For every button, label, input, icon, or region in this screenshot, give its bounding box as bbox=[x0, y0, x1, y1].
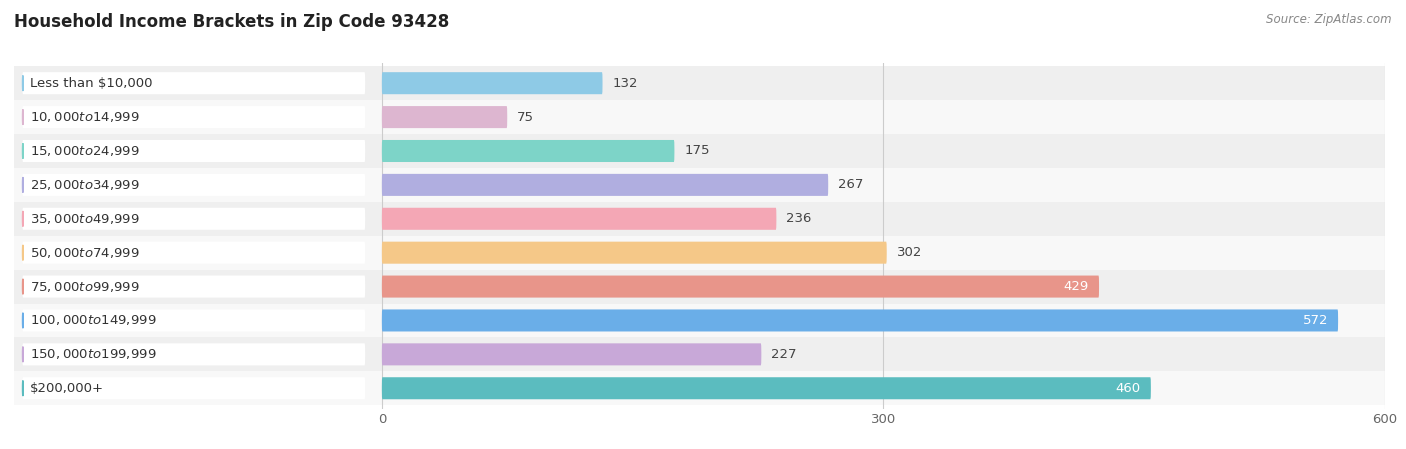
Bar bbox=[14, 168, 1385, 202]
FancyBboxPatch shape bbox=[382, 140, 675, 162]
FancyBboxPatch shape bbox=[22, 309, 366, 331]
Text: Source: ZipAtlas.com: Source: ZipAtlas.com bbox=[1267, 13, 1392, 26]
FancyBboxPatch shape bbox=[382, 343, 761, 365]
Text: 460: 460 bbox=[1116, 382, 1140, 395]
Bar bbox=[14, 304, 1385, 337]
Text: $100,000 to $149,999: $100,000 to $149,999 bbox=[30, 313, 156, 327]
FancyBboxPatch shape bbox=[382, 309, 1339, 331]
Bar bbox=[14, 236, 1385, 269]
FancyBboxPatch shape bbox=[22, 140, 366, 162]
Text: $10,000 to $14,999: $10,000 to $14,999 bbox=[30, 110, 139, 124]
FancyBboxPatch shape bbox=[22, 174, 366, 196]
FancyBboxPatch shape bbox=[382, 276, 1099, 298]
Text: 572: 572 bbox=[1302, 314, 1329, 327]
FancyBboxPatch shape bbox=[382, 174, 828, 196]
Bar bbox=[14, 371, 1385, 405]
FancyBboxPatch shape bbox=[22, 343, 366, 365]
FancyBboxPatch shape bbox=[382, 72, 603, 94]
FancyBboxPatch shape bbox=[22, 377, 366, 399]
Text: $200,000+: $200,000+ bbox=[30, 382, 104, 395]
Bar bbox=[14, 66, 1385, 100]
Bar bbox=[14, 100, 1385, 134]
Text: 132: 132 bbox=[613, 77, 638, 90]
FancyBboxPatch shape bbox=[22, 276, 366, 298]
FancyBboxPatch shape bbox=[382, 208, 776, 230]
FancyBboxPatch shape bbox=[22, 72, 366, 94]
Bar bbox=[14, 337, 1385, 371]
Text: 267: 267 bbox=[838, 178, 863, 191]
Text: 175: 175 bbox=[685, 145, 710, 158]
Text: Less than $10,000: Less than $10,000 bbox=[30, 77, 152, 90]
FancyBboxPatch shape bbox=[382, 106, 508, 128]
FancyBboxPatch shape bbox=[382, 242, 887, 264]
Text: 227: 227 bbox=[772, 348, 797, 361]
Text: $35,000 to $49,999: $35,000 to $49,999 bbox=[30, 212, 139, 226]
Text: $75,000 to $99,999: $75,000 to $99,999 bbox=[30, 280, 139, 294]
Bar bbox=[14, 269, 1385, 304]
Bar bbox=[14, 134, 1385, 168]
Text: 429: 429 bbox=[1064, 280, 1090, 293]
Text: $25,000 to $34,999: $25,000 to $34,999 bbox=[30, 178, 139, 192]
Text: $150,000 to $199,999: $150,000 to $199,999 bbox=[30, 348, 156, 361]
FancyBboxPatch shape bbox=[22, 106, 366, 128]
Text: $15,000 to $24,999: $15,000 to $24,999 bbox=[30, 144, 139, 158]
FancyBboxPatch shape bbox=[22, 242, 366, 264]
Text: 236: 236 bbox=[786, 212, 811, 225]
FancyBboxPatch shape bbox=[22, 208, 366, 230]
Text: 75: 75 bbox=[517, 110, 534, 123]
Text: Household Income Brackets in Zip Code 93428: Household Income Brackets in Zip Code 93… bbox=[14, 13, 450, 31]
Text: $50,000 to $74,999: $50,000 to $74,999 bbox=[30, 246, 139, 260]
Text: 302: 302 bbox=[897, 246, 922, 259]
Bar bbox=[14, 202, 1385, 236]
FancyBboxPatch shape bbox=[382, 377, 1152, 399]
